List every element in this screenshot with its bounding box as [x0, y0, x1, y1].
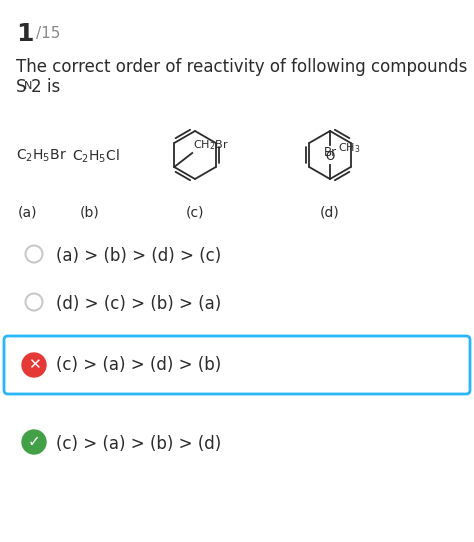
Text: (d) > (c) > (b) > (a): (d) > (c) > (b) > (a) — [56, 295, 221, 313]
Text: (c): (c) — [186, 205, 204, 219]
Text: 2 is: 2 is — [31, 78, 60, 96]
Text: $\mathregular{C_2H_5Cl}$: $\mathregular{C_2H_5Cl}$ — [72, 148, 120, 165]
Text: $\mathregular{CH_2Br}$: $\mathregular{CH_2Br}$ — [193, 138, 229, 152]
Text: ✕: ✕ — [27, 358, 40, 372]
Circle shape — [22, 430, 46, 454]
Text: ✓: ✓ — [27, 435, 40, 449]
Text: (a): (a) — [18, 205, 38, 219]
Text: /15: /15 — [36, 26, 60, 41]
Text: $\mathregular{CH_3}$: $\mathregular{CH_3}$ — [338, 141, 361, 155]
Text: N: N — [24, 81, 32, 91]
Text: (a) > (b) > (d) > (c): (a) > (b) > (d) > (c) — [56, 247, 221, 265]
Text: $\mathregular{C_2H_5Br}$: $\mathregular{C_2H_5Br}$ — [16, 148, 67, 164]
Circle shape — [22, 353, 46, 377]
Text: 1: 1 — [16, 22, 34, 46]
Text: (b): (b) — [80, 205, 100, 219]
Text: (c) > (a) > (d) > (b): (c) > (a) > (d) > (b) — [56, 356, 221, 374]
Text: S: S — [16, 78, 27, 96]
FancyBboxPatch shape — [4, 336, 470, 394]
Text: O: O — [325, 150, 335, 163]
Text: Br: Br — [323, 146, 337, 159]
Text: The correct order of reactivity of following compounds in: The correct order of reactivity of follo… — [16, 58, 474, 76]
Text: (d): (d) — [320, 205, 340, 219]
Text: (c) > (a) > (b) > (d): (c) > (a) > (b) > (d) — [56, 435, 221, 453]
